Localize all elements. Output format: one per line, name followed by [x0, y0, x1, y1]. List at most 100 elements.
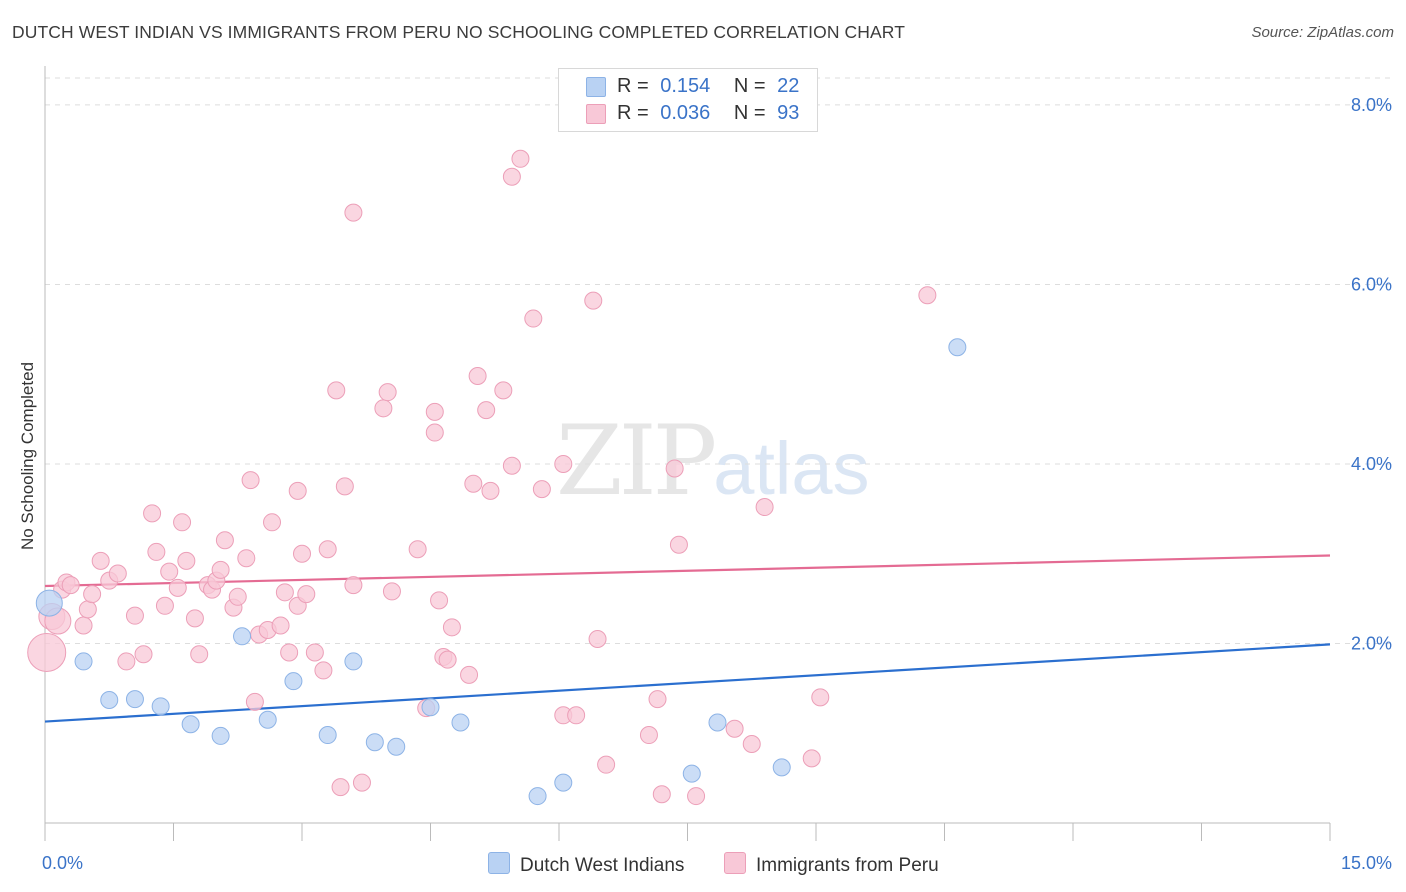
data-point-peru	[532, 480, 551, 499]
data-point-peru	[263, 513, 282, 532]
data-point-peru	[211, 560, 230, 579]
data-point-peru	[460, 665, 479, 684]
data-point-peru	[168, 578, 187, 597]
data-point-peru	[318, 540, 337, 559]
data-point-peru	[669, 535, 688, 554]
data-point-peru	[374, 399, 393, 418]
data-point-peru	[665, 459, 684, 478]
trend-line-peru	[44, 554, 1331, 588]
trend-line-dutch	[44, 643, 1331, 723]
data-point-peru	[280, 643, 299, 662]
data-point-peru	[297, 585, 316, 604]
legend-swatch-pink	[586, 104, 606, 124]
y-tick-label: 4.0%	[1351, 454, 1392, 474]
source-label: Source: ZipAtlas.com	[1251, 24, 1394, 41]
legend-text: R = 0.036 N = 93	[617, 100, 799, 126]
data-point-dutch	[554, 773, 573, 792]
data-point-peru	[652, 785, 671, 804]
data-point-peru	[438, 650, 457, 669]
data-point-peru	[477, 401, 496, 420]
data-point-dutch	[151, 697, 170, 716]
y-tick-label: 2.0%	[1351, 633, 1392, 653]
data-point-dutch	[100, 691, 119, 710]
tick-labels: 2.0% 4.0% 6.0% 8.0% 0.0% 15.0%	[42, 95, 1392, 873]
legend-n-value: 22	[777, 75, 800, 97]
data-point-dutch	[772, 758, 791, 777]
data-point-peru	[425, 402, 444, 421]
data-point-peru	[468, 367, 487, 385]
x-tick-label: 0.0%	[42, 853, 83, 873]
data-point-peru	[648, 690, 667, 709]
data-point-dutch	[387, 737, 406, 756]
data-point-dutch	[365, 733, 384, 752]
data-point-peru	[108, 564, 127, 583]
data-point-peru	[327, 381, 346, 400]
data-point-dutch	[682, 764, 701, 783]
axes	[44, 66, 1331, 841]
legend-r-value: 0.036	[660, 102, 711, 124]
data-point-peru	[382, 582, 401, 601]
data-point-peru	[335, 477, 354, 496]
data-point-peru	[481, 481, 500, 500]
data-point-peru	[155, 596, 174, 615]
legend-n-label: N =	[733, 102, 766, 124]
data-point-dutch	[181, 715, 200, 734]
data-point-peru	[78, 600, 97, 619]
legend-text: R = 0.154 N = 22	[617, 73, 799, 99]
data-point-peru	[177, 551, 196, 570]
data-point-peru	[237, 549, 256, 568]
data-point-peru	[134, 645, 153, 664]
data-point-peru	[502, 167, 521, 186]
bottom-legend-label: Dutch West Indians	[520, 855, 685, 876]
data-point-peru	[91, 551, 110, 570]
y-tick-label: 8.0%	[1351, 95, 1392, 115]
y-axis-label: No Schooling Completed	[18, 361, 37, 551]
legend-n-value: 93	[777, 102, 800, 124]
data-point-peru	[275, 583, 294, 602]
data-point-peru	[27, 632, 67, 672]
data-point-dutch	[125, 690, 144, 709]
bottom-legend-peru: Immigrants from Peru	[724, 852, 939, 877]
data-point-peru	[74, 616, 93, 635]
data-point-peru	[687, 787, 706, 806]
data-point-peru	[802, 749, 821, 768]
data-point-peru	[185, 609, 204, 628]
data-point-peru	[83, 585, 102, 604]
data-point-dutch	[421, 698, 440, 717]
data-point-peru	[241, 471, 260, 490]
data-point-peru	[425, 423, 444, 442]
legend-n-label: N =	[733, 75, 766, 97]
data-points	[27, 149, 967, 806]
data-point-dutch	[451, 713, 470, 732]
data-point-peru	[190, 645, 209, 664]
legend-swatch-blue	[586, 77, 606, 97]
data-point-peru	[173, 513, 192, 532]
data-point-dutch	[211, 726, 230, 745]
data-point-peru	[408, 540, 427, 559]
data-point-peru	[293, 544, 311, 563]
data-point-dutch	[344, 652, 363, 671]
data-point-peru	[918, 286, 937, 305]
data-point-dutch	[948, 338, 967, 357]
data-point-peru	[344, 576, 363, 595]
data-point-peru	[288, 481, 307, 500]
data-point-peru	[588, 629, 607, 648]
bottom-legend-label: Immigrants from Peru	[756, 855, 939, 876]
bottom-legend-dutch: Dutch West Indians	[488, 852, 684, 877]
data-point-peru	[344, 203, 363, 222]
data-point-peru	[524, 309, 543, 328]
data-point-peru	[464, 474, 483, 493]
data-point-dutch	[284, 672, 303, 691]
data-point-peru	[639, 726, 658, 745]
data-point-peru	[228, 587, 247, 606]
data-point-peru	[352, 773, 371, 792]
chart-title: DUTCH WEST INDIAN VS IMMIGRANTS FROM PER…	[12, 22, 905, 42]
data-point-peru	[305, 643, 324, 662]
data-point-dutch	[528, 787, 547, 806]
data-point-peru	[215, 531, 234, 550]
legend-r-label: R =	[617, 102, 649, 124]
data-point-peru	[811, 688, 830, 707]
data-point-peru	[502, 456, 521, 475]
data-point-peru	[755, 498, 774, 517]
